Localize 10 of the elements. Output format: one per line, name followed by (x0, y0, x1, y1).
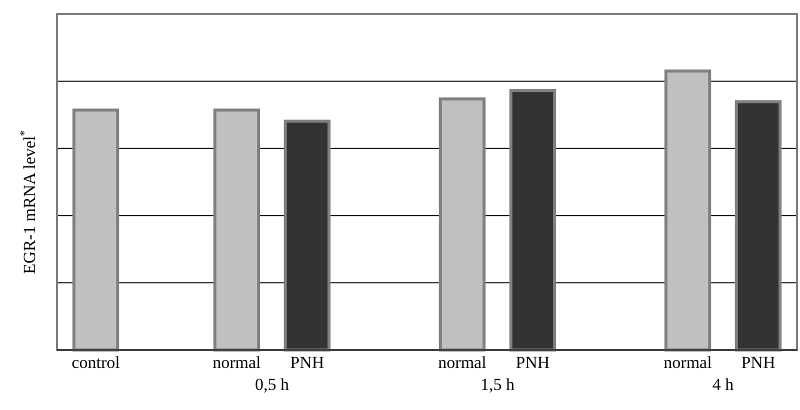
x-tick-label: PNH (741, 353, 776, 372)
text: 0,5 h (254, 375, 290, 394)
text: 1,5 h (480, 375, 515, 394)
x-tick-label: normal (438, 353, 487, 372)
x-tick-label: control (72, 353, 120, 372)
x-tick-label: PNH (290, 353, 324, 372)
text: 4 h (712, 375, 734, 394)
x-tick-label: normal (212, 353, 262, 372)
x-tick-label: normal (664, 353, 712, 372)
x-tick-label: PNH (516, 353, 550, 372)
